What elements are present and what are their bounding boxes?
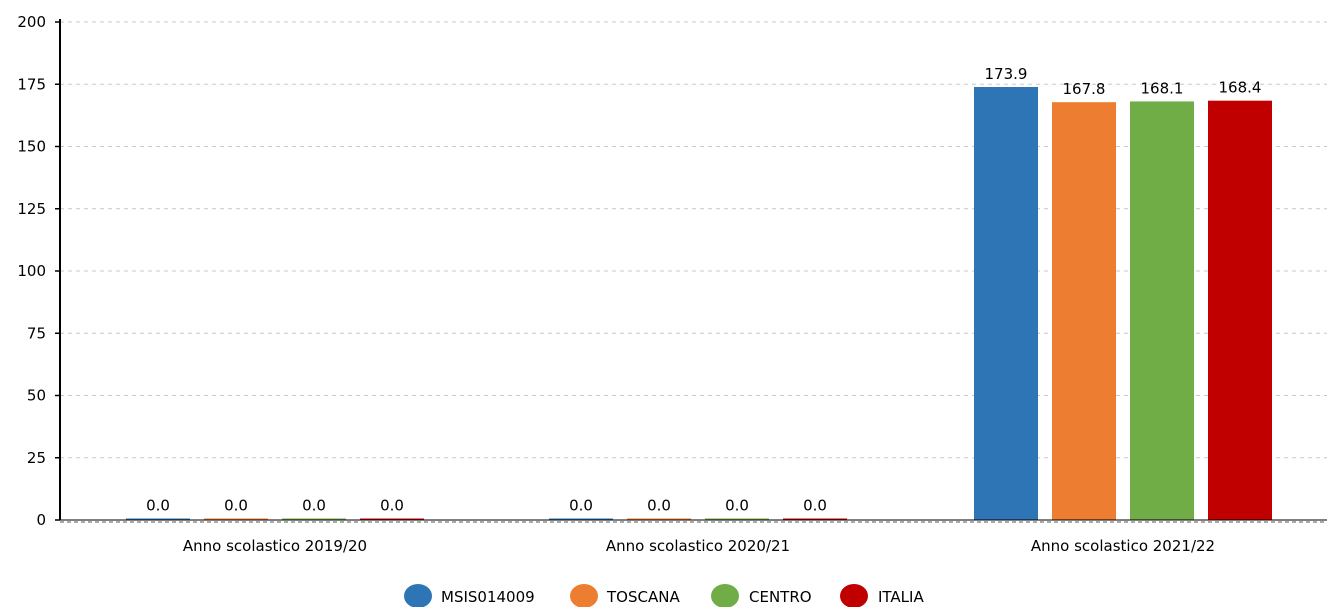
- bar-centro-2[interactable]: [705, 518, 769, 521]
- data-label: 0.0: [380, 497, 404, 515]
- bar-msis014009-2[interactable]: [549, 518, 613, 521]
- bar-centro-1[interactable]: [282, 518, 346, 521]
- x-category-label: Anno scolastico 2021/22: [1031, 537, 1215, 555]
- bar-centro-3[interactable]: [1130, 101, 1194, 520]
- bar-toscana-3[interactable]: [1052, 102, 1116, 520]
- data-label: 0.0: [224, 497, 248, 515]
- bar-toscana-1[interactable]: [204, 518, 268, 521]
- data-label: 0.0: [803, 497, 827, 515]
- legend-marker-centro[interactable]: [711, 584, 739, 607]
- data-label: 167.8: [1063, 80, 1106, 98]
- bar-msis014009-1[interactable]: [126, 518, 190, 521]
- y-tick-label: 75: [27, 324, 46, 342]
- data-label: 0.0: [725, 497, 749, 515]
- legend-marker-italia[interactable]: [840, 584, 868, 607]
- grid-lines: [60, 21, 1327, 459]
- data-label: 0.0: [647, 497, 671, 515]
- y-tick-label: 50: [27, 387, 46, 405]
- x-category-label: Anno scolastico 2019/20: [183, 537, 367, 555]
- bar-italia-2[interactable]: [783, 518, 847, 521]
- y-tick-label: 200: [17, 13, 46, 31]
- data-label: 0.0: [302, 497, 326, 515]
- legend-label-centro[interactable]: CENTRO: [749, 588, 812, 606]
- y-tick-label: 150: [17, 138, 46, 156]
- bar-italia-3[interactable]: [1208, 100, 1272, 521]
- legend-marker-msis014009[interactable]: [404, 584, 432, 607]
- data-label: 0.0: [569, 497, 593, 515]
- y-tick-label: 175: [17, 75, 46, 93]
- y-tick-label: 0: [36, 511, 46, 529]
- data-label: 173.9: [985, 65, 1028, 83]
- legend-label-italia[interactable]: ITALIA: [878, 588, 924, 606]
- legend-marker-toscana[interactable]: [570, 584, 598, 607]
- legend-label-toscana[interactable]: TOSCANA: [606, 588, 680, 606]
- data-label: 0.0: [146, 497, 170, 515]
- bar-msis014009-3[interactable]: [974, 86, 1038, 520]
- legend-label-msis014009[interactable]: MSIS014009: [441, 588, 535, 606]
- data-label: 168.4: [1219, 79, 1262, 97]
- bar-toscana-2[interactable]: [627, 518, 691, 521]
- data-label: 168.1: [1141, 79, 1184, 97]
- data-labels: 0.0 0.0 0.0 0.0 0.0 0.0 0.0 0.0 173.9 167.8 168.1 1…: [146, 65, 1261, 515]
- y-tick-label: 100: [17, 262, 46, 280]
- legend: MSIS014009 TOSCANA CENTRO ITALIA: [404, 584, 924, 607]
- axes: 0 25 50 75 100 125 150 175 200 Anno scolastico 20…: [17, 13, 1327, 555]
- x-category-label: Anno scolastico 2020/21: [606, 537, 790, 555]
- bars: [126, 86, 1272, 521]
- bar-italia-1[interactable]: [360, 518, 424, 521]
- y-tick-label: 125: [17, 200, 46, 218]
- y-tick-label: 25: [27, 449, 46, 467]
